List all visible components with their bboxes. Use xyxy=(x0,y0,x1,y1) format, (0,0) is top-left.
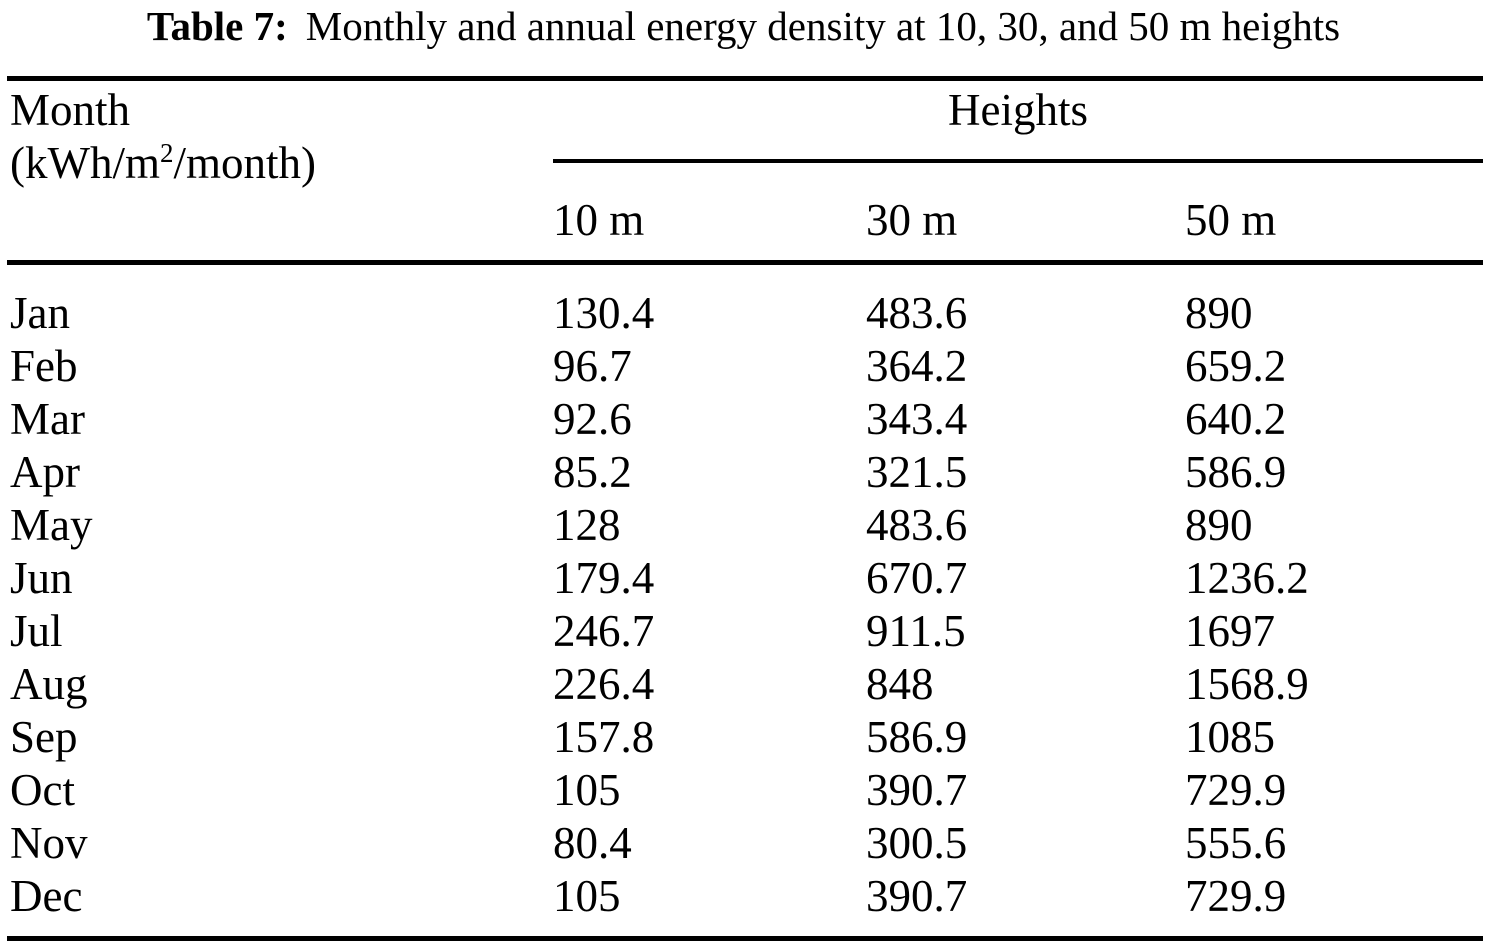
value-cell-10m: 105 xyxy=(553,871,621,921)
value-cell-50m: 890 xyxy=(1185,500,1253,550)
value-cell-10m: 92.6 xyxy=(553,394,632,444)
table-caption-label: Table 7: xyxy=(146,3,288,49)
bottom-rule xyxy=(7,936,1483,941)
value-cell-50m: 1085 xyxy=(1185,712,1275,762)
value-cell-30m: 321.5 xyxy=(866,447,968,497)
unit-superscript: 2 xyxy=(159,138,174,168)
value-cell-50m: 659.2 xyxy=(1185,341,1287,391)
header-body-rule xyxy=(7,260,1483,265)
value-cell-10m: 128 xyxy=(553,500,621,550)
value-cell-50m: 729.9 xyxy=(1185,871,1287,921)
table-row: Jan 130.4 483.6 890 xyxy=(0,287,1487,340)
column-header-row: 10 m 30 m 50 m xyxy=(0,194,1487,247)
value-cell-10m: 157.8 xyxy=(553,712,655,762)
column-header-50m: 50 m xyxy=(1185,195,1277,245)
value-cell-30m: 483.6 xyxy=(866,500,968,550)
value-cell-10m: 130.4 xyxy=(553,288,655,338)
month-cell: Nov xyxy=(10,818,88,868)
month-cell: Dec xyxy=(10,871,83,921)
table-row: Oct 105 390.7 729.9 xyxy=(0,764,1487,817)
table-row: Apr 85.2 321.5 586.9 xyxy=(0,446,1487,499)
value-cell-30m: 911.5 xyxy=(866,606,966,656)
month-cell: Apr xyxy=(10,447,80,497)
value-cell-50m: 1697 xyxy=(1185,606,1275,656)
value-cell-10m: 96.7 xyxy=(553,341,632,391)
month-cell: Feb xyxy=(10,341,78,391)
value-cell-30m: 390.7 xyxy=(866,765,968,815)
value-cell-10m: 179.4 xyxy=(553,553,655,603)
value-cell-30m: 343.4 xyxy=(866,394,968,444)
value-cell-30m: 848 xyxy=(866,659,934,709)
column-header-10m: 10 m xyxy=(553,195,645,245)
heights-group-rule xyxy=(553,159,1483,163)
value-cell-10m: 105 xyxy=(553,765,621,815)
value-cell-30m: 300.5 xyxy=(866,818,968,868)
value-cell-50m: 1236.2 xyxy=(1185,553,1309,603)
month-cell: Aug xyxy=(10,659,88,709)
heights-group-header: Heights xyxy=(948,85,1088,135)
column-header-30m: 30 m xyxy=(866,195,958,245)
month-cell: Jul xyxy=(10,606,63,656)
top-rule xyxy=(7,76,1483,81)
value-cell-30m: 483.6 xyxy=(866,288,968,338)
value-cell-30m: 390.7 xyxy=(866,871,968,921)
table-row: Sep 157.8 586.9 1085 xyxy=(0,711,1487,764)
value-cell-50m: 640.2 xyxy=(1185,394,1287,444)
table-row: Aug 226.4 848 1568.9 xyxy=(0,658,1487,711)
table-caption: Table 7: Monthly and annual energy densit… xyxy=(0,1,1487,51)
table-row: Jun 179.4 670.7 1236.2 xyxy=(0,552,1487,605)
unit-suffix: /month) xyxy=(173,138,316,188)
month-column-header: Month (kWh/m2/month) xyxy=(10,84,316,190)
month-cell: Jun xyxy=(10,553,73,603)
value-cell-10m: 246.7 xyxy=(553,606,655,656)
table-row: Nov 80.4 300.5 555.6 xyxy=(0,817,1487,870)
month-cell: Jan xyxy=(10,288,70,338)
value-cell-10m: 85.2 xyxy=(553,447,632,497)
table-caption-text: Monthly and annual energy density at 10,… xyxy=(305,3,1341,49)
value-cell-10m: 80.4 xyxy=(553,818,632,868)
month-cell: Mar xyxy=(10,394,85,444)
value-cell-50m: 1568.9 xyxy=(1185,659,1309,709)
value-cell-50m: 555.6 xyxy=(1185,818,1287,868)
month-cell: Oct xyxy=(10,765,75,815)
month-cell: May xyxy=(10,500,93,550)
month-cell: Sep xyxy=(10,712,78,762)
value-cell-30m: 364.2 xyxy=(866,341,968,391)
column-header-spacer xyxy=(0,194,553,247)
value-cell-30m: 586.9 xyxy=(866,712,968,762)
month-header-line: Month xyxy=(10,85,131,135)
value-cell-50m: 890 xyxy=(1185,288,1253,338)
table-body: Jan 130.4 483.6 890 Feb 96.7 364.2 659.2… xyxy=(0,287,1487,923)
value-cell-30m: 670.7 xyxy=(866,553,968,603)
value-cell-50m: 586.9 xyxy=(1185,447,1287,497)
unit-prefix: (kWh/m xyxy=(10,138,160,188)
table-row: Mar 92.6 343.4 640.2 xyxy=(0,393,1487,446)
table-row: Jul 246.7 911.5 1697 xyxy=(0,605,1487,658)
table-row: Dec 105 390.7 729.9 xyxy=(0,870,1487,923)
value-cell-10m: 226.4 xyxy=(553,659,655,709)
month-header-unit: (kWh/m2/month) xyxy=(10,137,316,190)
table-row: Feb 96.7 364.2 659.2 xyxy=(0,340,1487,393)
value-cell-50m: 729.9 xyxy=(1185,765,1287,815)
table-row: May 128 483.6 890 xyxy=(0,499,1487,552)
